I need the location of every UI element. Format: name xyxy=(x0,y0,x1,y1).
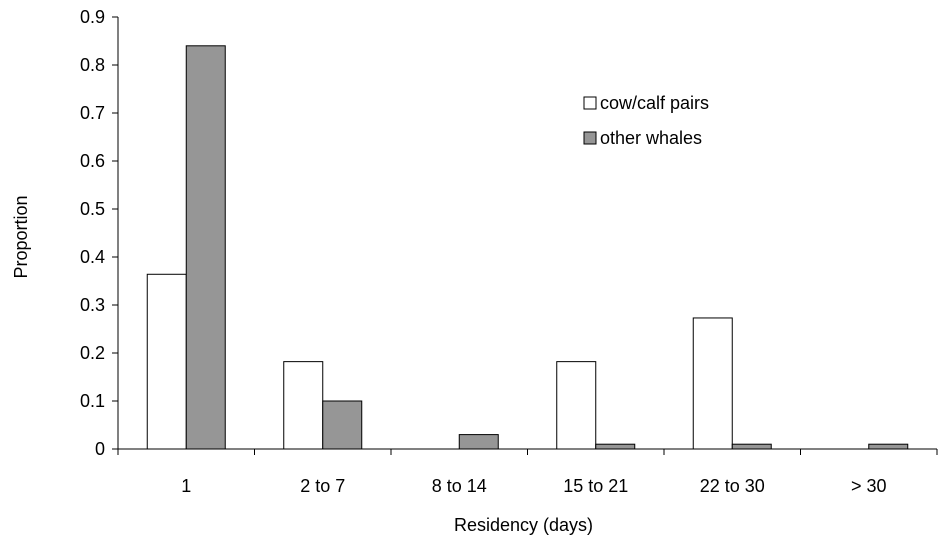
y-tick-label: 0.4 xyxy=(80,247,105,267)
bar-other-whales xyxy=(185,45,226,450)
y-axis-ticks: 0 0.1 0.2 0.3 0.4 0.5 0.6 0.7 0.8 0.9 xyxy=(80,7,118,459)
y-tick-label: 0.3 xyxy=(80,295,105,315)
x-axis-ticks: 1 2 to 7 8 to 14 15 to 21 22 to 30 > 30 xyxy=(117,449,938,496)
bar-other-whales xyxy=(731,443,772,450)
bar-other-whales xyxy=(458,434,499,450)
y-tick-label: 0.6 xyxy=(80,151,105,171)
x-tick-label: 1 xyxy=(181,476,191,496)
bar-other-whales xyxy=(595,443,636,450)
y-axis-title: Proportion xyxy=(11,195,31,278)
x-tick-label: 15 to 21 xyxy=(563,476,628,496)
x-tick-label: 22 to 30 xyxy=(700,476,765,496)
legend-label: cow/calf pairs xyxy=(600,93,709,113)
bar-cow-calf-pairs xyxy=(283,361,324,450)
axes-group xyxy=(117,17,937,450)
bar-other-whales xyxy=(322,400,363,450)
legend-label: other whales xyxy=(600,128,702,148)
x-tick-label: 8 to 14 xyxy=(432,476,487,496)
legend-swatch xyxy=(583,96,597,110)
y-tick-label: 0.8 xyxy=(80,55,105,75)
legend-swatch xyxy=(583,131,597,145)
bar-other-whales xyxy=(868,443,909,450)
bar-cow-calf-pairs xyxy=(692,317,733,450)
bar-cow-calf-pairs xyxy=(146,273,187,450)
y-tick-label: 0.2 xyxy=(80,343,105,363)
x-tick-label: 2 to 7 xyxy=(300,476,345,496)
y-tick-label: 0.1 xyxy=(80,391,105,411)
y-tick-label: 0.5 xyxy=(80,199,105,219)
y-tick-label: 0.7 xyxy=(80,103,105,123)
legend: cow/calf pairs other whales xyxy=(583,93,709,148)
y-tick-label: 0.9 xyxy=(80,7,105,27)
bars-group xyxy=(146,45,909,450)
x-tick-label: > 30 xyxy=(851,476,887,496)
x-axis-title: Residency (days) xyxy=(454,515,593,535)
bar-cow-calf-pairs xyxy=(556,361,597,450)
y-tick-label: 0 xyxy=(95,439,105,459)
